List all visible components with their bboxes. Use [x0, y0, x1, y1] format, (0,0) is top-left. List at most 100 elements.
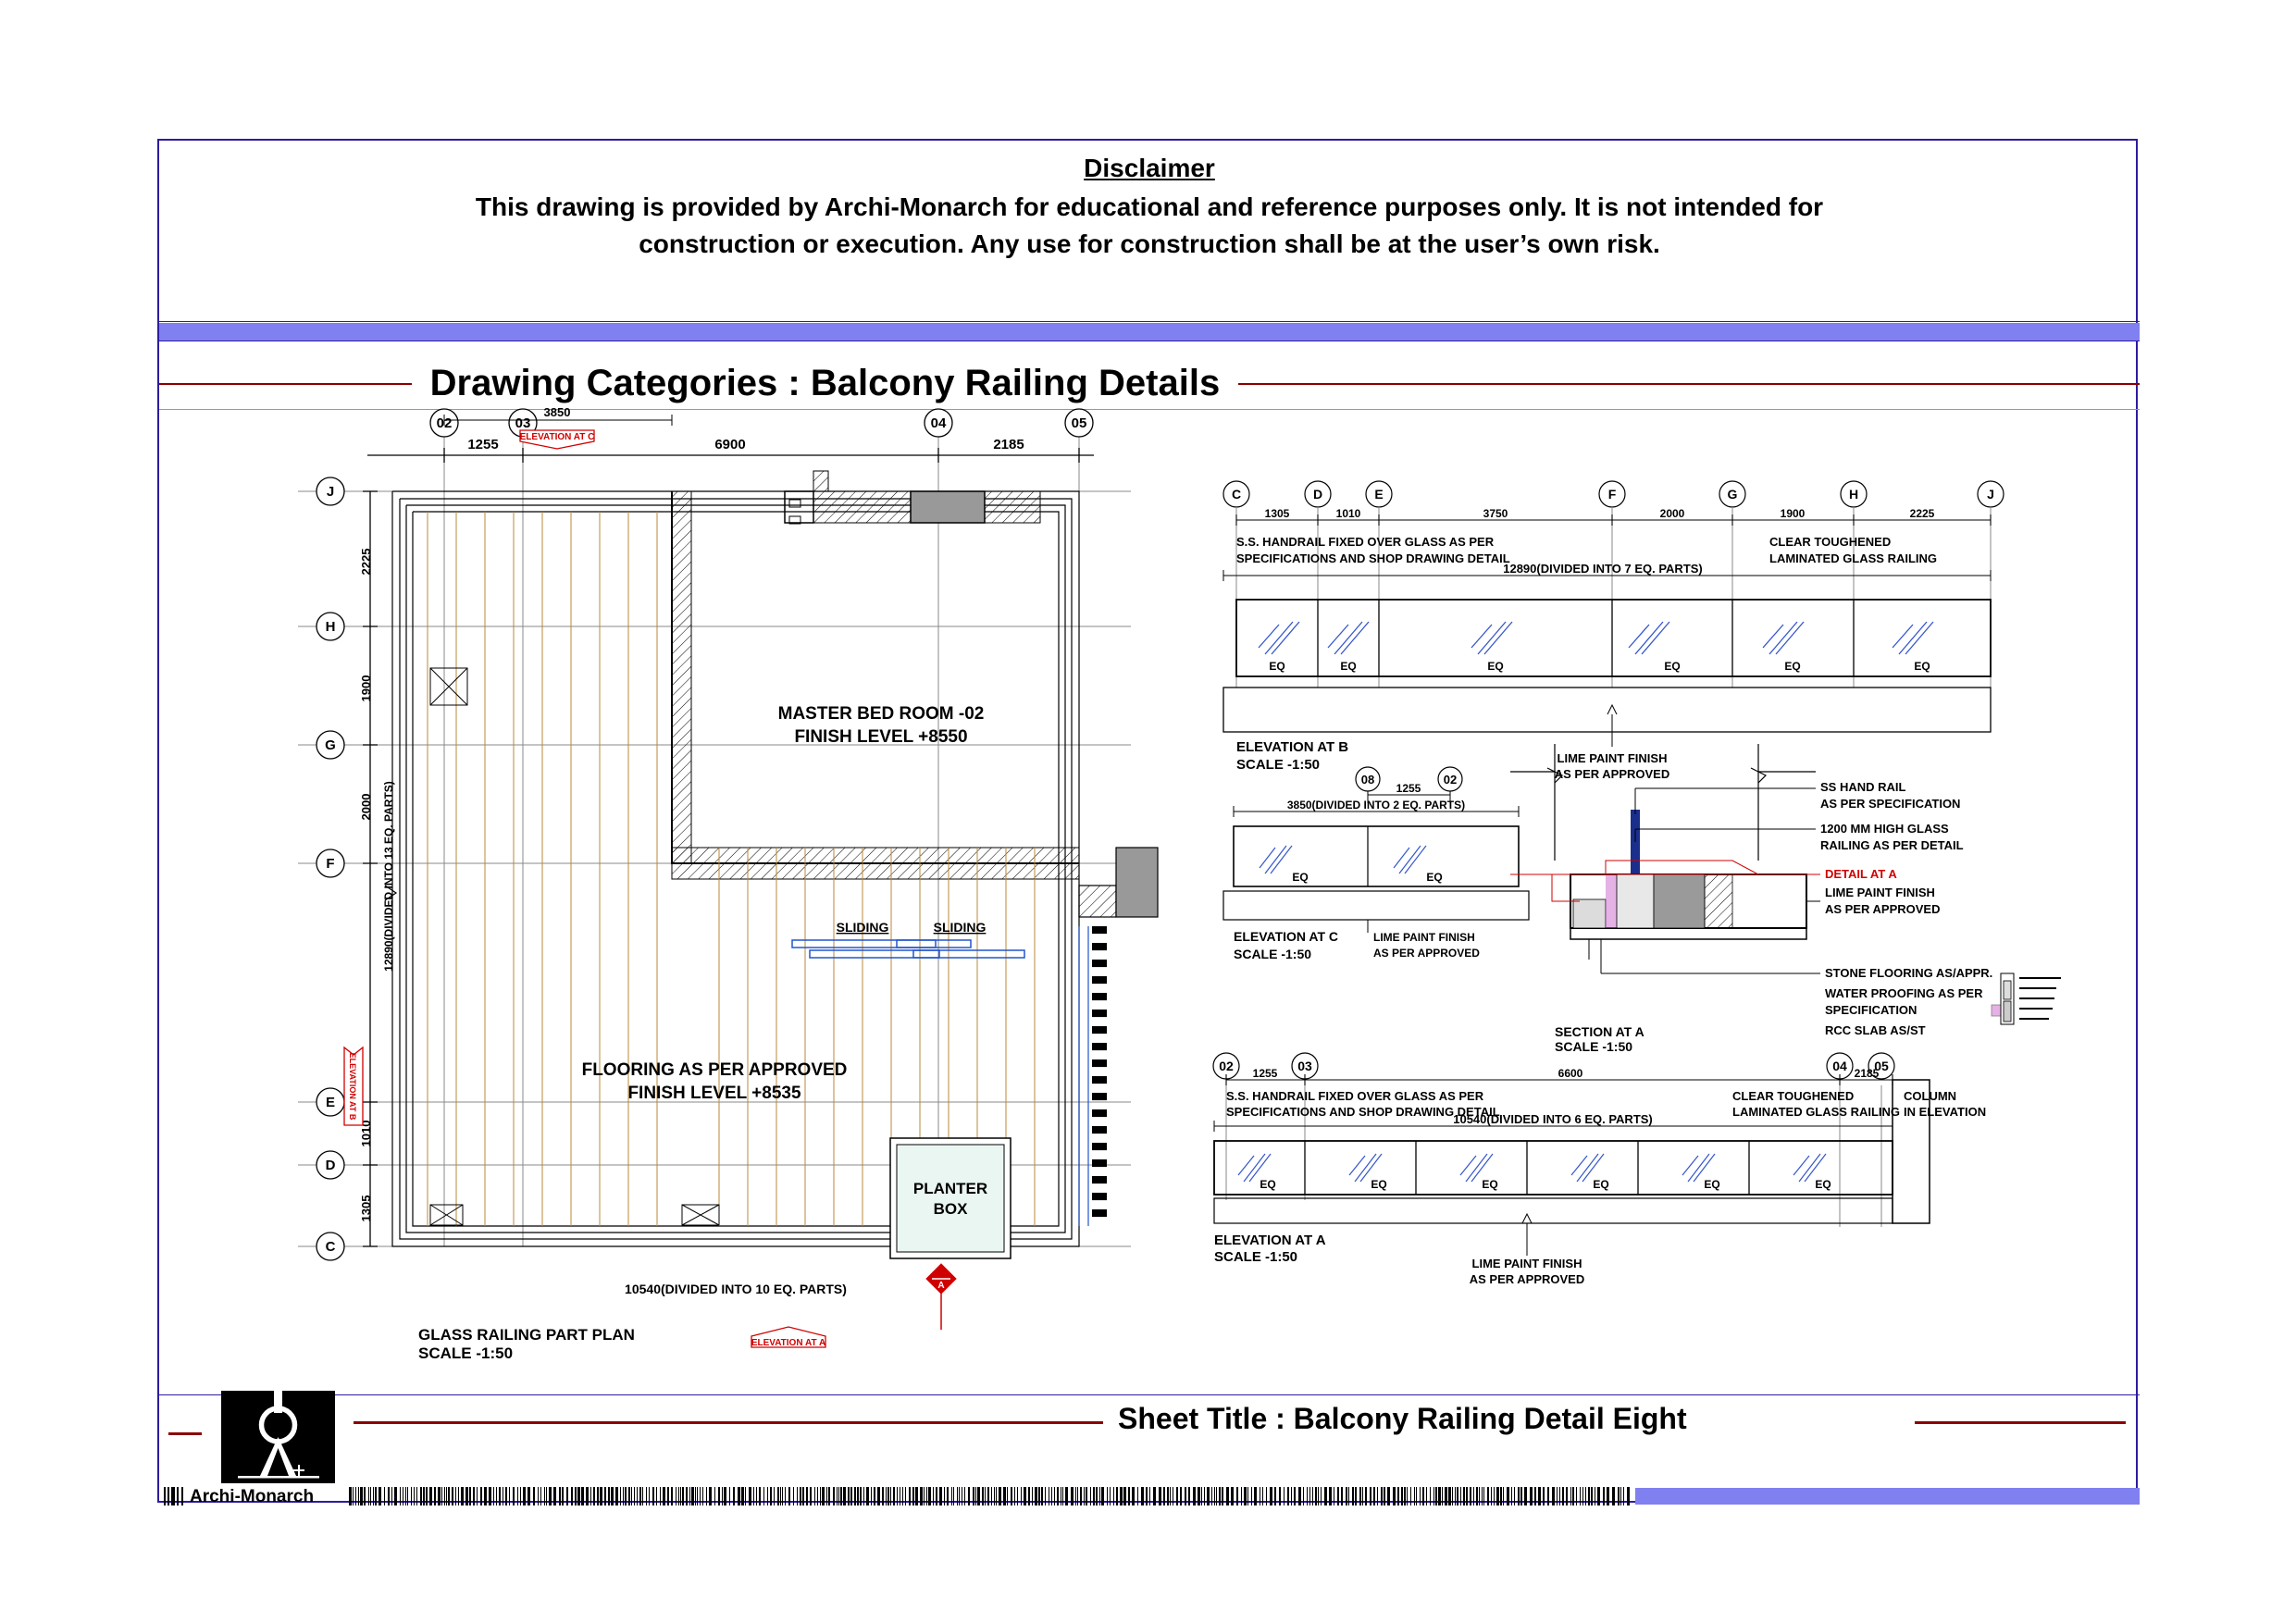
- svg-text:E: E: [1374, 487, 1383, 502]
- svg-text:PLANTER: PLANTER: [913, 1180, 987, 1197]
- svg-text:S.S. HANDRAIL FIXED OVER GLASS: S.S. HANDRAIL FIXED OVER GLASS AS PER: [1226, 1089, 1484, 1103]
- svg-text:EQ: EQ: [1371, 1178, 1386, 1191]
- svg-text:LIME PAINT FINISH: LIME PAINT FINISH: [1558, 751, 1668, 765]
- svg-text:SCALE -1:50: SCALE -1:50: [1555, 1039, 1632, 1054]
- svg-text:RAILING AS PER DETAIL: RAILING AS PER DETAIL: [1820, 838, 1964, 852]
- svg-text:EQ: EQ: [1269, 660, 1285, 673]
- svg-text:H: H: [326, 619, 336, 635]
- svg-text:ELEVATION AT B: ELEVATION AT B: [348, 1053, 357, 1121]
- svg-text:04: 04: [1832, 1059, 1847, 1073]
- svg-text:S.S. HANDRAIL FIXED OVER GLASS: S.S. HANDRAIL FIXED OVER GLASS AS PER: [1236, 535, 1495, 549]
- svg-text:SECTION AT A: SECTION AT A: [1555, 1024, 1644, 1039]
- svg-text:LIME PAINT FINISH: LIME PAINT FINISH: [1373, 931, 1475, 944]
- svg-text:EQ: EQ: [1260, 1178, 1275, 1191]
- svg-text:1200 MM HIGH GLASS: 1200 MM HIGH GLASS: [1820, 822, 1949, 836]
- svg-text:D: D: [1313, 487, 1322, 502]
- svg-text:1010: 1010: [1336, 507, 1361, 520]
- svg-text:SLIDING: SLIDING: [934, 920, 987, 935]
- svg-text:1900: 1900: [359, 675, 373, 702]
- svg-text:AS PER APPROVED: AS PER APPROVED: [1825, 902, 1941, 916]
- svg-text:C: C: [326, 1239, 336, 1255]
- svg-text:SCALE -1:50: SCALE -1:50: [1214, 1249, 1297, 1265]
- svg-text:H: H: [1849, 487, 1858, 502]
- svg-text:04: 04: [931, 415, 947, 431]
- svg-text:ELEVATION AT A: ELEVATION AT A: [1214, 1233, 1326, 1248]
- svg-text:EQ: EQ: [1664, 660, 1680, 673]
- svg-text:E: E: [326, 1095, 335, 1110]
- svg-text:SCALE -1:50: SCALE -1:50: [418, 1344, 513, 1362]
- svg-text:3850(DIVIDED INTO 2 EQ. PARTS): 3850(DIVIDED INTO 2 EQ. PARTS): [1287, 799, 1465, 812]
- svg-text:EQ: EQ: [1292, 871, 1308, 884]
- svg-text:J: J: [1987, 487, 1994, 502]
- svg-text:FLOORING AS PER APPROVED: FLOORING AS PER APPROVED: [582, 1060, 848, 1080]
- svg-text:WATER PROOFING AS PER: WATER PROOFING AS PER: [1825, 986, 1983, 1000]
- svg-text:05: 05: [1072, 415, 1087, 431]
- svg-text:10540(DIVIDED INTO 6 EQ. PARTS: 10540(DIVIDED INTO 6 EQ. PARTS): [1453, 1112, 1653, 1126]
- svg-text:ELEVATION AT C: ELEVATION AT C: [520, 432, 595, 442]
- svg-text:1255: 1255: [467, 437, 498, 452]
- svg-text:A: A: [937, 1281, 944, 1291]
- svg-text:2000: 2000: [359, 794, 373, 821]
- svg-text:GLASS RAILING PART PLAN: GLASS RAILING PART PLAN: [418, 1326, 635, 1344]
- svg-text:LIME PAINT FINISH: LIME PAINT FINISH: [1472, 1257, 1582, 1270]
- svg-text:SCALE -1:50: SCALE -1:50: [1234, 947, 1311, 961]
- svg-text:STONE FLOORING AS/APPR.: STONE FLOORING AS/APPR.: [1825, 966, 1992, 980]
- svg-text:02: 02: [1219, 1059, 1234, 1073]
- svg-text:F: F: [1608, 487, 1617, 502]
- svg-text:EQ: EQ: [1340, 660, 1356, 673]
- svg-text:1305: 1305: [359, 1196, 373, 1222]
- svg-text:SPECIFICATIONS AND SHOP DRAWIN: SPECIFICATIONS AND SHOP DRAWING DETAIL: [1236, 551, 1510, 565]
- svg-text:12890(DIVIDED INTO 13 EQ. PART: 12890(DIVIDED INTO 13 EQ. PARTS): [382, 781, 395, 972]
- svg-text:AS PER APPROVED: AS PER APPROVED: [1373, 947, 1480, 960]
- svg-text:IN ELEVATION: IN ELEVATION: [1904, 1105, 1986, 1119]
- svg-text:G: G: [325, 737, 336, 753]
- svg-text:EQ: EQ: [1704, 1178, 1719, 1191]
- svg-text:ELEVATION AT C: ELEVATION AT C: [1234, 929, 1338, 944]
- svg-text:LIME PAINT FINISH: LIME PAINT FINISH: [1825, 886, 1935, 899]
- svg-text:EQ: EQ: [1426, 871, 1442, 884]
- svg-text:6900: 6900: [714, 437, 745, 452]
- svg-text:D: D: [326, 1158, 336, 1173]
- svg-text:MASTER BED ROOM -02: MASTER BED ROOM -02: [778, 704, 985, 724]
- svg-text:FINISH LEVEL +8550: FINISH LEVEL +8550: [794, 727, 967, 747]
- svg-text:SS HAND RAIL: SS HAND RAIL: [1820, 780, 1906, 794]
- svg-text:3850: 3850: [544, 405, 571, 419]
- svg-text:2225: 2225: [359, 549, 373, 576]
- svg-text:SCALE -1:50: SCALE -1:50: [1236, 757, 1320, 773]
- svg-text:LAMINATED GLASS RAILING: LAMINATED GLASS RAILING: [1769, 551, 1937, 565]
- svg-text:CLEAR TOUGHENED: CLEAR TOUGHENED: [1769, 535, 1891, 549]
- svg-text:AS PER SPECIFICATION: AS PER SPECIFICATION: [1820, 797, 1960, 811]
- svg-text:02: 02: [1444, 773, 1457, 787]
- svg-text:SLIDING: SLIDING: [837, 920, 889, 935]
- svg-text:LAMINATED GLASS RAILING: LAMINATED GLASS RAILING: [1732, 1105, 1900, 1119]
- svg-text:DETAIL AT A: DETAIL AT A: [1825, 867, 1897, 881]
- svg-text:2225: 2225: [1910, 507, 1935, 520]
- svg-text:10540(DIVIDED INTO 10 EQ. PART: 10540(DIVIDED INTO 10 EQ. PARTS): [625, 1282, 847, 1296]
- svg-text:EQ: EQ: [1487, 660, 1503, 673]
- svg-text:12890(DIVIDED INTO 7 EQ. PARTS: 12890(DIVIDED INTO 7 EQ. PARTS): [1503, 562, 1703, 576]
- svg-text:EQ: EQ: [1784, 660, 1800, 673]
- svg-text:Archi-Monarch: Archi-Monarch: [190, 1487, 314, 1505]
- svg-text:J: J: [327, 484, 334, 500]
- svg-text:BOX: BOX: [934, 1200, 969, 1218]
- svg-text:ELEVATION AT A: ELEVATION AT A: [751, 1338, 825, 1348]
- svg-text:6600: 6600: [1558, 1067, 1583, 1080]
- svg-text:EQ: EQ: [1593, 1178, 1608, 1191]
- svg-text:2000: 2000: [1660, 507, 1685, 520]
- svg-text:2185: 2185: [993, 437, 1024, 452]
- svg-text:AS PER APPROVED: AS PER APPROVED: [1470, 1272, 1585, 1286]
- svg-text:G: G: [1728, 487, 1738, 502]
- svg-text:F: F: [326, 856, 334, 872]
- svg-text:EQ: EQ: [1815, 1178, 1831, 1191]
- svg-text:1900: 1900: [1781, 507, 1806, 520]
- svg-text:RCC SLAB AS/ST: RCC SLAB AS/ST: [1825, 1023, 1926, 1037]
- svg-text:08: 08: [1361, 773, 1374, 787]
- svg-text:3750: 3750: [1483, 507, 1508, 520]
- svg-text:FINISH LEVEL +8535: FINISH LEVEL +8535: [627, 1084, 801, 1103]
- svg-text:03: 03: [1297, 1059, 1312, 1073]
- svg-text:EQ: EQ: [1482, 1178, 1497, 1191]
- svg-text:AS PER APPROVED: AS PER APPROVED: [1555, 767, 1670, 781]
- svg-text:03: 03: [515, 415, 531, 431]
- svg-text:1305: 1305: [1265, 507, 1290, 520]
- svg-text:2185: 2185: [1855, 1067, 1880, 1080]
